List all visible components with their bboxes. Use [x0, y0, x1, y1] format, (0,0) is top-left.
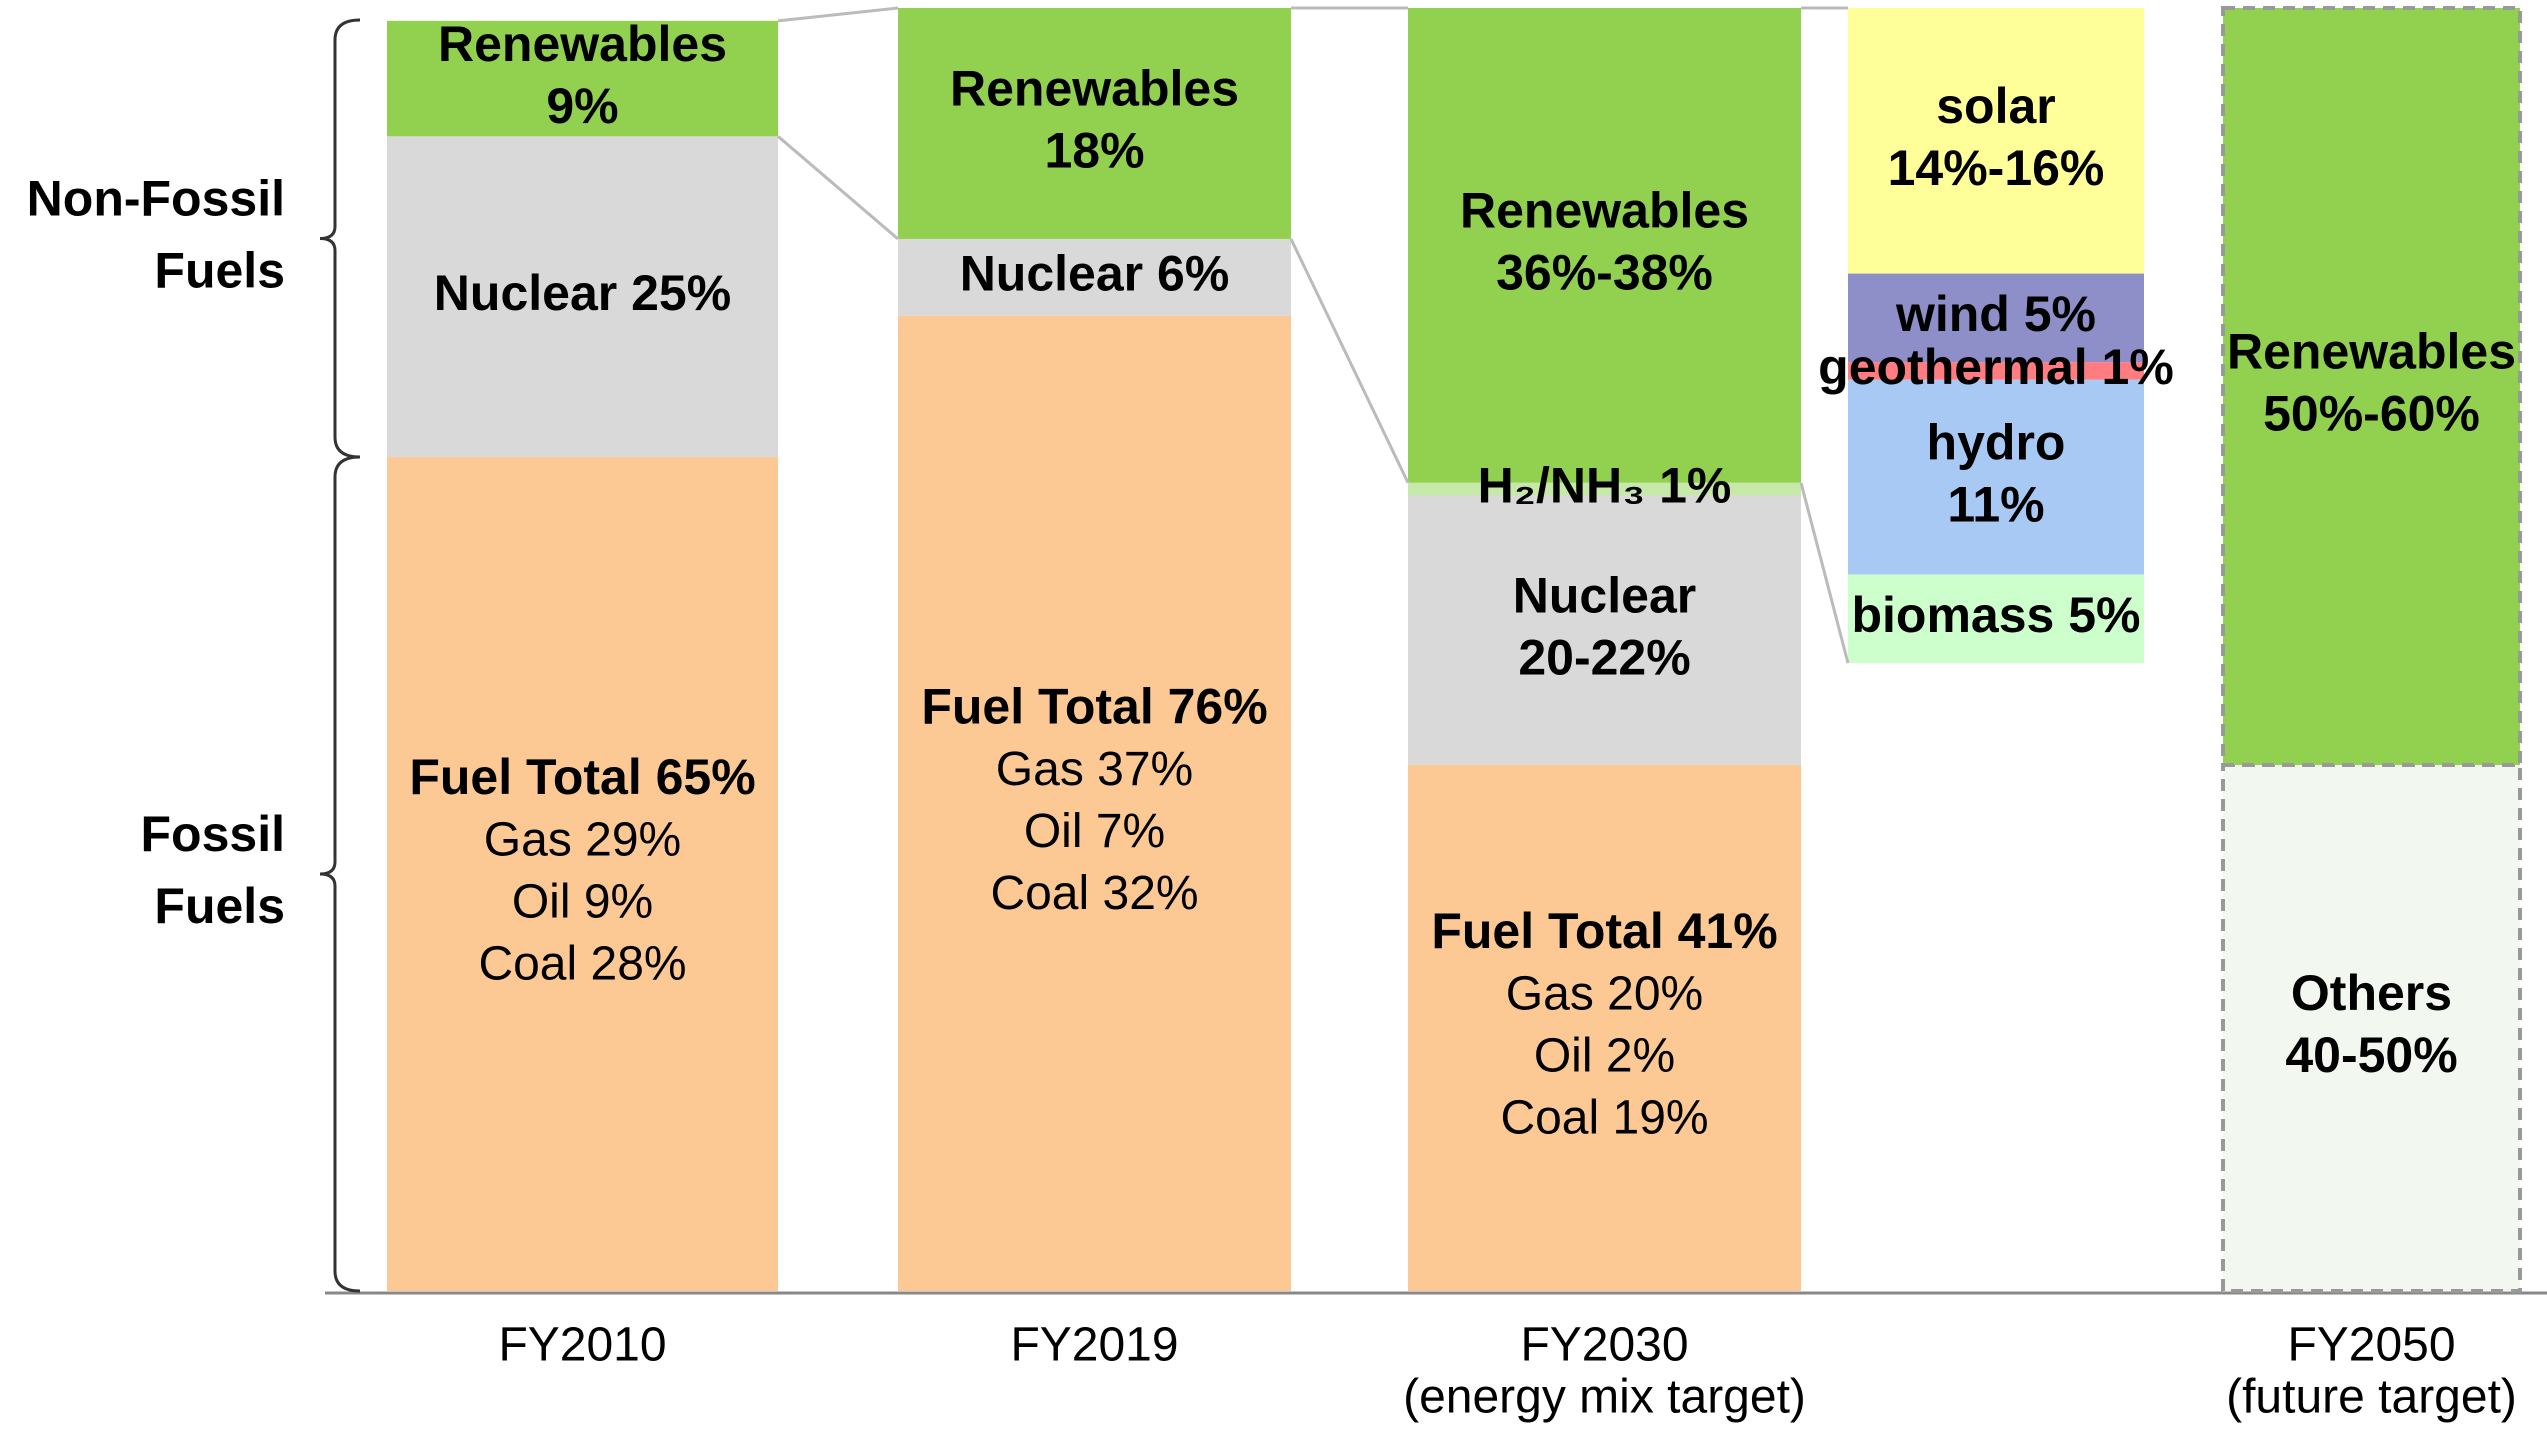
- connector: [777, 135, 899, 241]
- breakdown-label: 14%-16%: [1888, 140, 2105, 196]
- breakdown-label: solar: [1936, 78, 2056, 134]
- segment-label: 18%: [1044, 123, 1144, 179]
- brace: [319, 18, 361, 459]
- segment-label: 36%-38%: [1496, 245, 1713, 301]
- segment-label: Coal 19%: [1500, 1092, 1708, 1145]
- segment-label: Oil 9%: [512, 876, 653, 929]
- segment-label: 50%-60%: [2263, 386, 2480, 442]
- breakdown-label: geothermal 1%: [1818, 339, 2174, 395]
- bar-segment: [1408, 764, 1801, 1291]
- group-label: Fuels: [154, 878, 285, 934]
- x-tick-label: (future target): [2226, 1371, 2517, 1424]
- breakdown-segment: [1848, 273, 2144, 363]
- connector: [1799, 482, 1850, 664]
- segment-label: Fuel Total 76%: [921, 679, 1267, 735]
- group-label: Fossil: [141, 806, 285, 862]
- bar-segment: [387, 136, 778, 458]
- bar-segment: [1408, 495, 1801, 765]
- breakdown-label: biomass 5%: [1851, 587, 2140, 643]
- segment-label: Gas 29%: [484, 814, 681, 867]
- x-tick-label: FY2019: [1010, 1319, 1178, 1372]
- segment-label: Nuclear: [1513, 567, 1696, 623]
- segment-label: Gas 20%: [1506, 968, 1703, 1021]
- segment-label: Oil 2%: [1534, 1030, 1675, 1083]
- segment-label: Oil 7%: [1024, 805, 1165, 858]
- segment-label: Nuclear 25%: [434, 265, 731, 321]
- breakdown-segment: [1848, 362, 2144, 380]
- segment-label: Nuclear 6%: [960, 246, 1230, 302]
- segment-label: Fuel Total 65%: [409, 749, 755, 805]
- breakdown-segment: [1848, 574, 2144, 664]
- segment-label: Gas 37%: [996, 743, 1193, 796]
- segment-label: Renewables: [2227, 324, 2516, 380]
- breakdown-segment: [1848, 379, 2144, 575]
- segment-label: 20-22%: [1518, 629, 1690, 685]
- segment-label: 9%: [546, 78, 618, 134]
- segment-label: 40-50%: [2285, 1027, 2457, 1083]
- connector: [777, 6, 899, 23]
- breakdown-segment: [1848, 8, 2144, 274]
- bar-segment: [898, 315, 1291, 1291]
- connector: [1289, 238, 1410, 484]
- group-label: Fuels: [154, 243, 285, 299]
- x-tick-label: FY2050: [2287, 1319, 2455, 1372]
- bar-segment: [1408, 482, 1801, 496]
- bar-segment: [387, 457, 778, 1291]
- brace: [319, 455, 361, 1293]
- segment-label: Renewables: [950, 61, 1239, 117]
- breakdown-label: wind 5%: [1895, 286, 2096, 342]
- segment-label: H₂/NH₃ 1%: [1478, 457, 1732, 513]
- segment-label: Renewables: [438, 16, 727, 72]
- breakdown-label: hydro: [1927, 414, 2066, 470]
- segment-label: Coal 28%: [478, 938, 686, 991]
- segment-label: Coal 32%: [990, 867, 1198, 920]
- bar-segment: [898, 238, 1291, 316]
- x-tick-label: FY2010: [498, 1319, 666, 1372]
- segment-label: Fuel Total 41%: [1431, 903, 1777, 959]
- x-tick-label: (energy mix target): [1403, 1371, 1806, 1424]
- bar-segment: [898, 8, 1291, 239]
- bar-segment: [1408, 8, 1801, 483]
- breakdown-label: 11%: [1947, 476, 2044, 532]
- segment-label: Renewables: [1460, 183, 1749, 239]
- group-label: Non-Fossil: [27, 171, 285, 227]
- bar-segment: [387, 20, 778, 137]
- bar-segment: [2221, 6, 2522, 767]
- segment-label: Others: [2291, 965, 2452, 1021]
- x-tick-label: FY2030: [1520, 1319, 1688, 1372]
